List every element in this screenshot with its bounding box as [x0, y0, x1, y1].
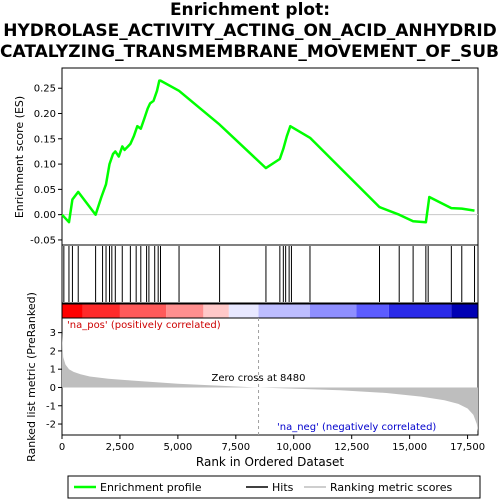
legend-box [67, 475, 481, 499]
title-line-1: Enrichment plot: [169, 0, 331, 20]
rank-ytick-label: -2 [46, 420, 56, 431]
heatmap-segment [451, 304, 478, 318]
zero-cross-label: Zero cross at 8480 [212, 373, 306, 384]
legend-ranking-metric-scores: Ranking metric scores [330, 481, 452, 494]
es-ytick-label: 0.05 [34, 185, 56, 196]
x-tick-label: 17,500 [450, 442, 485, 453]
heatmap-segment [356, 304, 389, 318]
es-ytick-label: 0.20 [34, 109, 56, 120]
heatmap-segment [228, 304, 259, 318]
rank-ytick-label: 3 [50, 328, 56, 339]
heatmap-segment [203, 304, 229, 318]
rank-ytick-label: 2 [50, 346, 56, 357]
heatmap-segment [388, 304, 452, 318]
enrichment-profile-line [61, 79, 475, 224]
es-ytick-label: 0.00 [34, 210, 56, 221]
rank-heatmap-bar [62, 304, 478, 318]
x-axis-label: Rank in Ordered Dataset [196, 455, 344, 469]
title-line-2: HYDROLASE_ACTIVITY_ACTING_ON_ACID_ANHYDR… [3, 21, 497, 41]
es-ylabel: Enrichment score (ES) [13, 96, 26, 218]
es-panel-frame [61, 67, 479, 246]
x-tick-label: 12,500 [334, 442, 369, 453]
hit-markers [63, 246, 476, 302]
neg-correlated-label: 'na_neg' (negatively correlated) [277, 422, 436, 433]
es-ytick-label: -0.05 [30, 235, 56, 246]
hits-panel-frame [61, 244, 479, 304]
x-tick-label: 7,500 [221, 442, 250, 453]
rank-y-axis: -2 -1 0 1 2 3 [46, 328, 62, 431]
x-axis: 0 2,500 5,000 7,500 10,000 12,500 15,000 17,500 [59, 435, 485, 453]
heatmap-segment [62, 304, 83, 318]
heatmap-segment [258, 304, 310, 318]
x-tick-label: 5,000 [164, 442, 193, 453]
x-tick-label: 15,000 [392, 442, 427, 453]
heatmap-segment [82, 304, 120, 318]
heatmap-segment [119, 304, 167, 318]
rank-panel-frame [61, 317, 479, 436]
chart-title: Enrichment plot: HYDROLASE_ACTIVITY_ACTI… [0, 0, 500, 62]
rank-ytick-label: 1 [50, 365, 56, 376]
x-tick-label: 10,000 [276, 442, 311, 453]
legend-enrichment-profile: Enrichment profile [100, 481, 202, 494]
title-line-3: CATALYZING_TRANSMEMBRANE_MOVEMENT_OF_SUB… [0, 42, 500, 62]
rank-ytick-label: -1 [46, 401, 56, 412]
heatmap-segment [309, 304, 357, 318]
rank-ytick-label: 0 [50, 383, 56, 394]
es-y-axis: -0.05 0.00 0.05 0.10 0.15 0.20 0.25 [30, 84, 62, 246]
rank-ylabel: Ranked list metric (PreRanked) [25, 292, 38, 462]
x-tick-label: 0 [59, 442, 65, 453]
pos-correlated-label: 'na_pos' (positively correlated) [67, 320, 221, 331]
es-ytick-label: 0.10 [34, 160, 56, 171]
legend-hits: Hits [272, 481, 294, 494]
es-ytick-label: 0.25 [34, 84, 56, 95]
x-tick-label: 2,500 [106, 442, 135, 453]
ranking-metric-area [62, 332, 478, 432]
heatmap-segment [166, 304, 204, 318]
es-ytick-label: 0.15 [34, 134, 56, 145]
